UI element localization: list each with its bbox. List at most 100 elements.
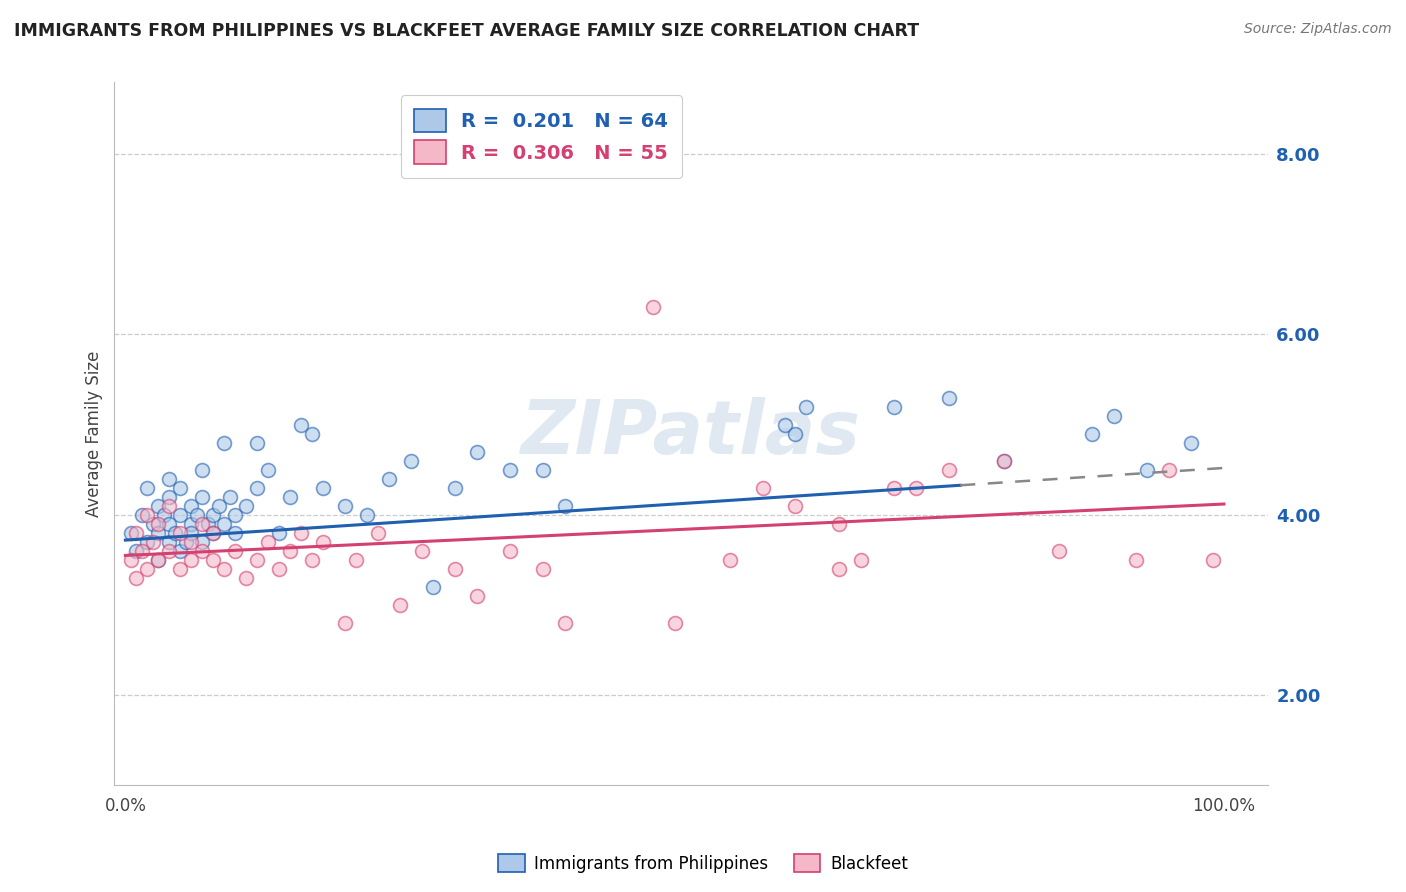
Point [367,525,389,540]
Point [202,525,225,540]
Point [235,499,257,513]
Point [131,544,153,558]
Point [136,481,159,495]
Point [993,454,1015,468]
Point [202,508,225,522]
Point [278,544,301,558]
Point [499,544,522,558]
Point [148,553,170,567]
Point [312,481,335,495]
Point [828,516,851,531]
Point [883,400,905,414]
Point [378,472,401,486]
Point [257,463,280,477]
Point [389,598,412,612]
Point [938,463,960,477]
Text: Source: ZipAtlas.com: Source: ZipAtlas.com [1244,22,1392,37]
Point [120,553,142,567]
Point [157,490,180,504]
Point [174,535,197,549]
Point [246,553,269,567]
Point [136,562,159,576]
Point [197,516,219,531]
Point [993,454,1015,468]
Point [554,616,576,631]
Point [214,562,236,576]
Point [214,435,236,450]
Point [169,525,191,540]
Point [157,472,180,486]
Point [180,553,202,567]
Point [169,544,191,558]
Point [301,426,323,441]
Point [664,616,686,631]
Point [1081,426,1104,441]
Point [157,516,180,531]
Point [142,516,165,531]
Point [444,562,467,576]
Point [148,525,170,540]
Point [191,463,214,477]
Point [125,571,148,585]
Point [191,516,214,531]
Point [125,544,148,558]
Point [883,481,905,495]
Point [125,525,148,540]
Point [554,499,576,513]
Point [1125,553,1147,567]
Point [499,463,522,477]
Legend: Immigrants from Philippines, Blackfeet: Immigrants from Philippines, Blackfeet [491,847,915,880]
Point [224,508,246,522]
Point [157,499,180,513]
Point [191,490,214,504]
Point [180,535,202,549]
Point [531,562,554,576]
Point [246,435,269,450]
Point [224,525,246,540]
Text: IMMIGRANTS FROM PHILIPPINES VS BLACKFEET AVERAGE FAMILY SIZE CORRELATION CHART: IMMIGRANTS FROM PHILIPPINES VS BLACKFEET… [14,22,920,40]
Point [278,490,301,504]
Point [828,562,851,576]
Point [169,481,191,495]
Point [235,571,257,585]
Point [333,499,356,513]
Point [905,481,928,495]
Point [785,499,807,513]
Point [312,535,335,549]
Point [218,490,240,504]
Point [356,508,378,522]
Point [773,417,796,432]
Point [202,525,225,540]
Point [214,516,236,531]
Point [246,481,269,495]
Point [531,463,554,477]
Point [148,499,170,513]
Point [718,553,741,567]
Point [142,535,165,549]
Point [301,553,323,567]
Point [422,580,444,594]
Point [333,616,356,631]
Point [465,589,488,603]
Y-axis label: Average Family Size: Average Family Size [86,351,103,516]
Point [444,481,467,495]
Point [465,444,488,458]
Point [163,525,186,540]
Point [153,508,176,522]
Point [180,516,202,531]
Point [344,553,367,567]
Point [180,499,202,513]
Point [257,535,280,549]
Point [148,516,170,531]
Point [191,544,214,558]
Point [751,481,773,495]
Point [1202,553,1225,567]
Point [131,508,153,522]
Point [208,499,231,513]
Point [290,525,312,540]
Point [1102,409,1125,423]
Point [186,508,208,522]
Text: ZIPatlas: ZIPatlas [522,397,860,470]
Legend: R =  0.201   N = 64, R =  0.306   N = 55: R = 0.201 N = 64, R = 0.306 N = 55 [401,95,682,178]
Point [202,553,225,567]
